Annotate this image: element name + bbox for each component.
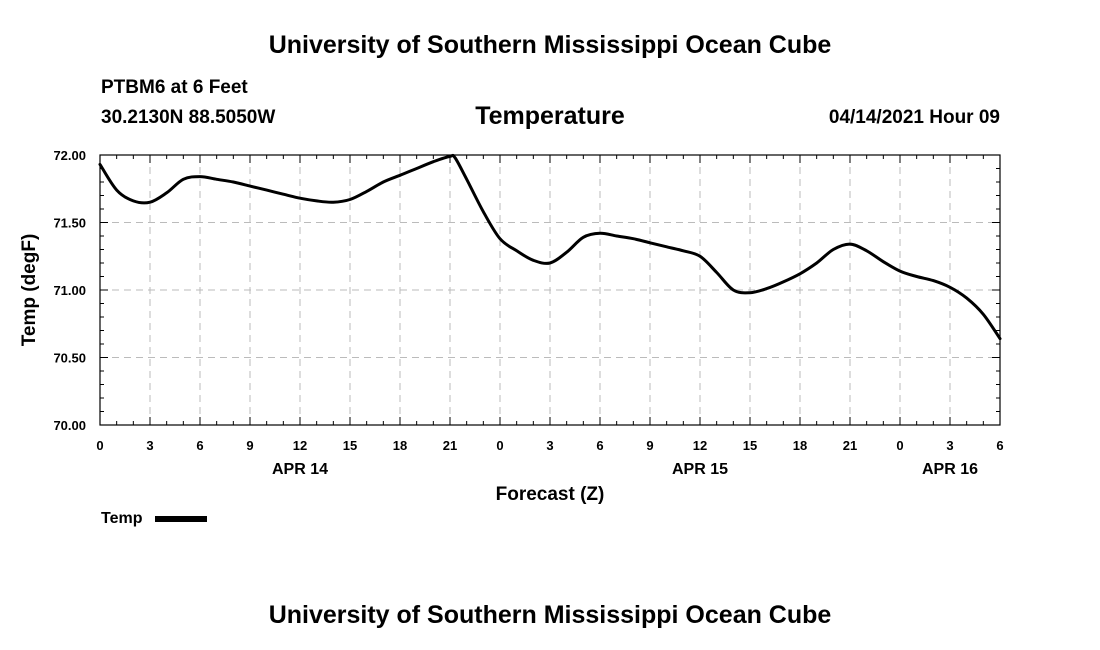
date-labels: APR 14 APR 15 APR 16 — [272, 461, 978, 478]
legend: Temp — [101, 510, 207, 530]
x-tick-label: 6 — [996, 438, 1003, 453]
station-label: PTBM6 at 6 Feet — [101, 77, 248, 98]
y-tick-label: 70.00 — [53, 418, 86, 433]
x-tick-label: 18 — [793, 438, 807, 453]
plot-frame — [99, 154, 1001, 426]
top-title: University of Southern Mississippi Ocean… — [268, 31, 832, 59]
timestamp-label: 04/14/2021 Hour 09 — [828, 107, 1000, 128]
series-line-temp — [98, 153, 1002, 341]
legend-label: Temp — [101, 510, 143, 527]
date-label: APR 15 — [672, 461, 728, 478]
y-tick-label: 72.00 — [53, 148, 86, 163]
y-tick-labels: 70.00 70.50 71.00 71.50 72.00 — [53, 148, 86, 433]
x-tick-label: 0 — [896, 438, 903, 453]
x-tick-label: 21 — [843, 438, 857, 453]
x-tick-labels: 0 3 6 9 12 15 18 21 0 3 6 9 12 15 18 21 0 3 6 — [96, 438, 1003, 453]
x-tick-label: 3 — [946, 438, 953, 453]
y-axis-title: Temp (degF) — [19, 234, 40, 347]
x-tick-label: 21 — [443, 438, 457, 453]
legend-swatch — [154, 516, 207, 522]
x-tick-label: 0 — [496, 438, 503, 453]
tick-marks — [99, 154, 1001, 426]
coords-label: 30.2130N 88.5050W — [101, 107, 276, 128]
x-tick-label: 9 — [246, 438, 253, 453]
x-axis-title: Forecast (Z) — [496, 484, 605, 505]
x-tick-label: 3 — [146, 438, 153, 453]
y-tick-label: 71.50 — [53, 216, 86, 231]
bottom-title: University of Southern Mississippi Ocean… — [268, 601, 832, 629]
x-tick-label: 15 — [343, 438, 357, 453]
variable-title: Temperature — [475, 102, 625, 130]
x-tick-label: 9 — [646, 438, 653, 453]
x-tick-label: 18 — [393, 438, 407, 453]
x-tick-label: 0 — [96, 438, 103, 453]
y-tick-label: 71.00 — [53, 283, 86, 298]
date-label: APR 14 — [272, 461, 328, 478]
y-tick-label: 70.50 — [53, 351, 86, 366]
x-tick-label: 6 — [196, 438, 203, 453]
x-tick-label: 12 — [293, 438, 307, 453]
x-tick-label: 6 — [596, 438, 603, 453]
date-label: APR 16 — [922, 461, 978, 478]
x-tick-label: 15 — [743, 438, 757, 453]
x-tick-label: 12 — [693, 438, 707, 453]
grid-lines — [100, 155, 1000, 425]
x-tick-label: 3 — [546, 438, 553, 453]
